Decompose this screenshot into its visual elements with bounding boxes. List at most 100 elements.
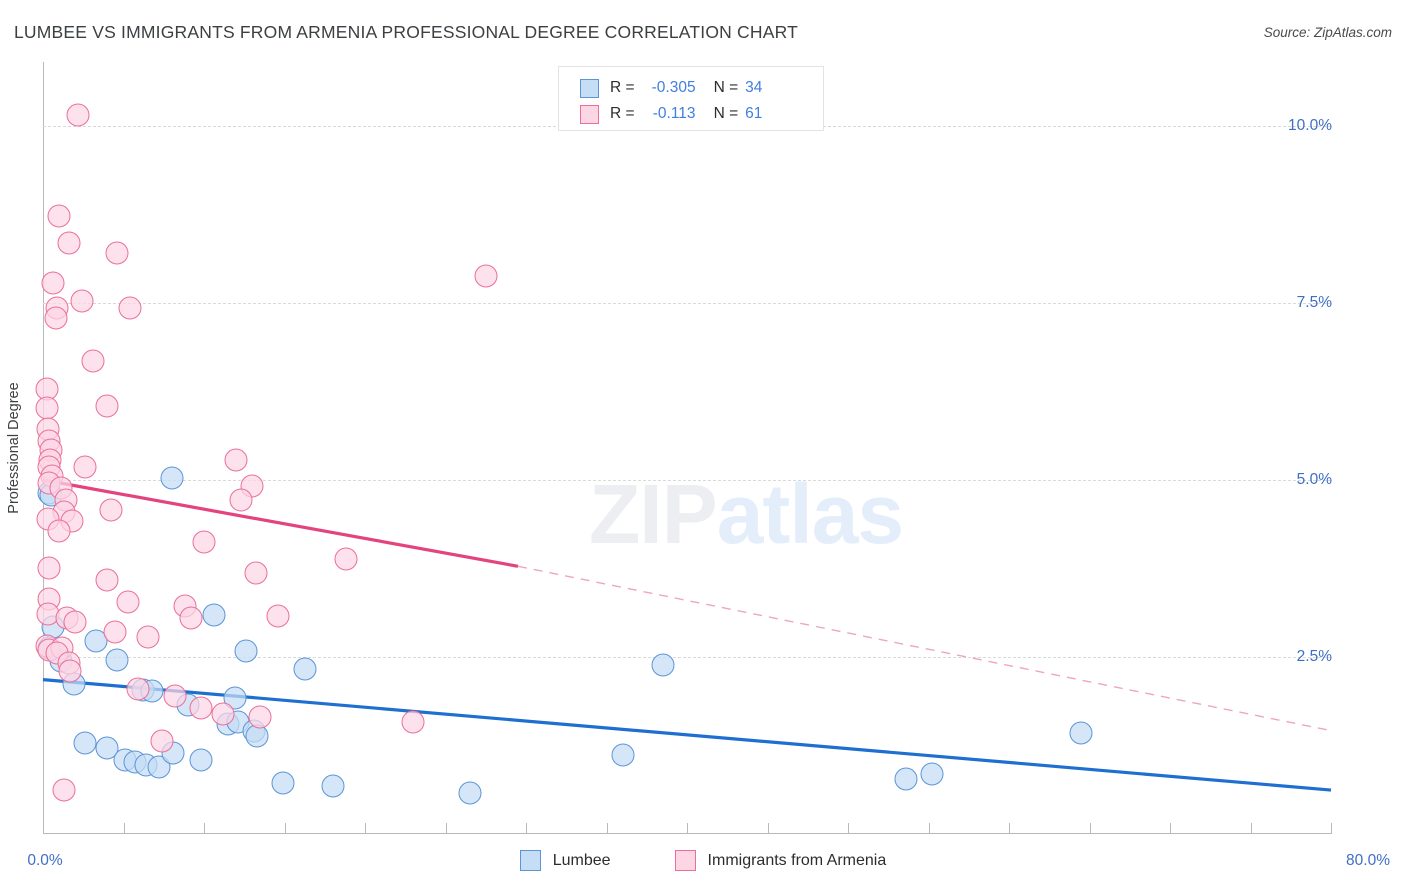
legend-r-label-lumbee: R = xyxy=(610,79,635,96)
legend-swatch-lumbee xyxy=(580,78,599,98)
data-point-pink[interactable] xyxy=(99,498,123,522)
x-axis-tick xyxy=(1170,823,1171,834)
y-axis-tick-label: 7.5% xyxy=(1296,293,1332,311)
legend-item-armenia[interactable]: Immigrants from Armenia xyxy=(674,850,887,871)
legend-color-armenia xyxy=(674,850,696,871)
data-point-pink[interactable] xyxy=(52,778,76,802)
data-point-pink[interactable] xyxy=(118,296,142,320)
data-point-pink[interactable] xyxy=(41,271,65,295)
data-point-pink[interactable] xyxy=(334,547,358,571)
x-axis-tick xyxy=(767,823,769,834)
data-point-pink[interactable] xyxy=(35,396,59,420)
data-point-pink[interactable] xyxy=(189,696,213,720)
data-point-blue[interactable] xyxy=(321,774,345,798)
data-point-pink[interactable] xyxy=(474,264,498,288)
x-axis-tick xyxy=(1331,823,1332,834)
data-point-blue[interactable] xyxy=(894,767,918,791)
data-point-blue[interactable] xyxy=(458,781,482,805)
y-axis-tick-label: 5.0% xyxy=(1296,470,1332,488)
x-axis-tick xyxy=(526,823,527,834)
stats-legend-row-armenia: R = -0.113 N = 61 xyxy=(559,101,823,127)
data-point-pink[interactable] xyxy=(126,677,150,701)
legend-swatch-armenia xyxy=(580,104,599,124)
trend-lines xyxy=(42,478,1332,792)
data-point-pink[interactable] xyxy=(136,625,160,649)
data-point-pink[interactable] xyxy=(37,556,61,580)
trend-line-lumbee xyxy=(42,678,1332,792)
legend-r-value-lumbee: -0.305 xyxy=(651,79,696,96)
data-point-pink[interactable] xyxy=(44,306,68,330)
stats-legend-row-lumbee: R = -0.305 N = 34 xyxy=(559,75,823,101)
legend-color-lumbee xyxy=(519,850,541,871)
data-point-pink[interactable] xyxy=(47,204,71,228)
x-axis-tick xyxy=(1089,823,1091,834)
data-point-blue[interactable] xyxy=(651,653,675,677)
data-point-pink[interactable] xyxy=(229,488,253,512)
y-axis-tick-label: 10.0% xyxy=(1288,116,1332,134)
data-point-blue[interactable] xyxy=(1069,721,1093,745)
data-point-pink[interactable] xyxy=(192,530,216,554)
data-point-blue[interactable] xyxy=(202,603,226,627)
series-legend: Lumbee Immigrants from Armenia xyxy=(0,850,1406,871)
data-point-blue[interactable] xyxy=(84,629,108,653)
data-point-pink[interactable] xyxy=(179,606,203,630)
data-point-blue[interactable] xyxy=(920,762,944,786)
data-point-pink[interactable] xyxy=(66,103,90,127)
data-point-pink[interactable] xyxy=(95,568,119,592)
x-axis-max-label: 80.0% xyxy=(1346,852,1390,869)
legend-n-label-armenia: N = xyxy=(713,105,739,122)
data-point-pink[interactable] xyxy=(163,684,187,708)
data-point-pink[interactable] xyxy=(95,394,119,417)
x-axis-tick xyxy=(43,823,44,834)
data-point-pink[interactable] xyxy=(70,289,94,313)
data-point-pink[interactable] xyxy=(81,349,105,373)
source-label: Source: ZipAtlas.com xyxy=(1263,25,1392,40)
data-point-pink[interactable] xyxy=(105,241,129,265)
data-point-blue[interactable] xyxy=(73,731,97,755)
data-point-blue[interactable] xyxy=(293,657,317,681)
data-point-blue[interactable] xyxy=(105,648,129,672)
data-point-pink[interactable] xyxy=(58,659,82,683)
x-axis-tick xyxy=(606,823,608,834)
data-point-pink[interactable] xyxy=(248,705,272,729)
data-point-blue[interactable] xyxy=(189,748,213,772)
x-axis-tick xyxy=(284,823,286,834)
scatter-plot-area: ZIPatlas 10.0% 7.5% 5.0% 2.5% xyxy=(35,62,1332,834)
data-point-blue[interactable] xyxy=(234,639,258,663)
data-point-pink[interactable] xyxy=(224,448,248,472)
x-axis-min-label: 0.0% xyxy=(27,852,63,869)
legend-item-lumbee[interactable]: Lumbee xyxy=(519,850,611,871)
data-point-pink[interactable] xyxy=(244,561,268,585)
x-axis-tick xyxy=(687,823,688,834)
x-axis-tick xyxy=(1250,823,1252,834)
data-point-blue[interactable] xyxy=(160,466,184,490)
data-point-pink[interactable] xyxy=(57,231,81,255)
data-point-pink[interactable] xyxy=(401,710,425,734)
x-axis-tick xyxy=(928,823,930,834)
trend-line-immigrants xyxy=(42,478,519,568)
gridline xyxy=(43,302,1331,304)
data-point-pink[interactable] xyxy=(266,604,290,628)
x-axis-tick xyxy=(848,823,849,834)
legend-label-lumbee: Lumbee xyxy=(552,851,611,869)
data-point-blue[interactable] xyxy=(611,743,635,767)
data-point-pink[interactable] xyxy=(47,519,71,543)
data-point-pink[interactable] xyxy=(103,620,127,644)
data-point-pink[interactable] xyxy=(116,590,140,614)
y-axis-tick-label: 2.5% xyxy=(1296,647,1332,665)
x-axis-tick xyxy=(123,823,125,834)
data-point-pink[interactable] xyxy=(150,729,174,752)
gridline xyxy=(43,656,1331,658)
data-point-blue[interactable] xyxy=(95,736,119,760)
data-point-pink[interactable] xyxy=(211,702,235,726)
data-point-pink[interactable] xyxy=(73,455,97,479)
y-axis-label: Professional Degree xyxy=(6,382,22,514)
legend-n-value-armenia: 61 xyxy=(745,105,763,122)
page-title: LUMBEE VS IMMIGRANTS FROM ARMENIA PROFES… xyxy=(14,22,798,42)
data-point-blue[interactable] xyxy=(271,771,295,795)
legend-label-armenia: Immigrants from Armenia xyxy=(707,851,887,869)
legend-n-value-lumbee: 34 xyxy=(745,79,763,96)
legend-r-value-armenia: -0.113 xyxy=(652,105,696,122)
data-point-pink[interactable] xyxy=(63,610,87,634)
x-axis-tick xyxy=(204,823,205,834)
